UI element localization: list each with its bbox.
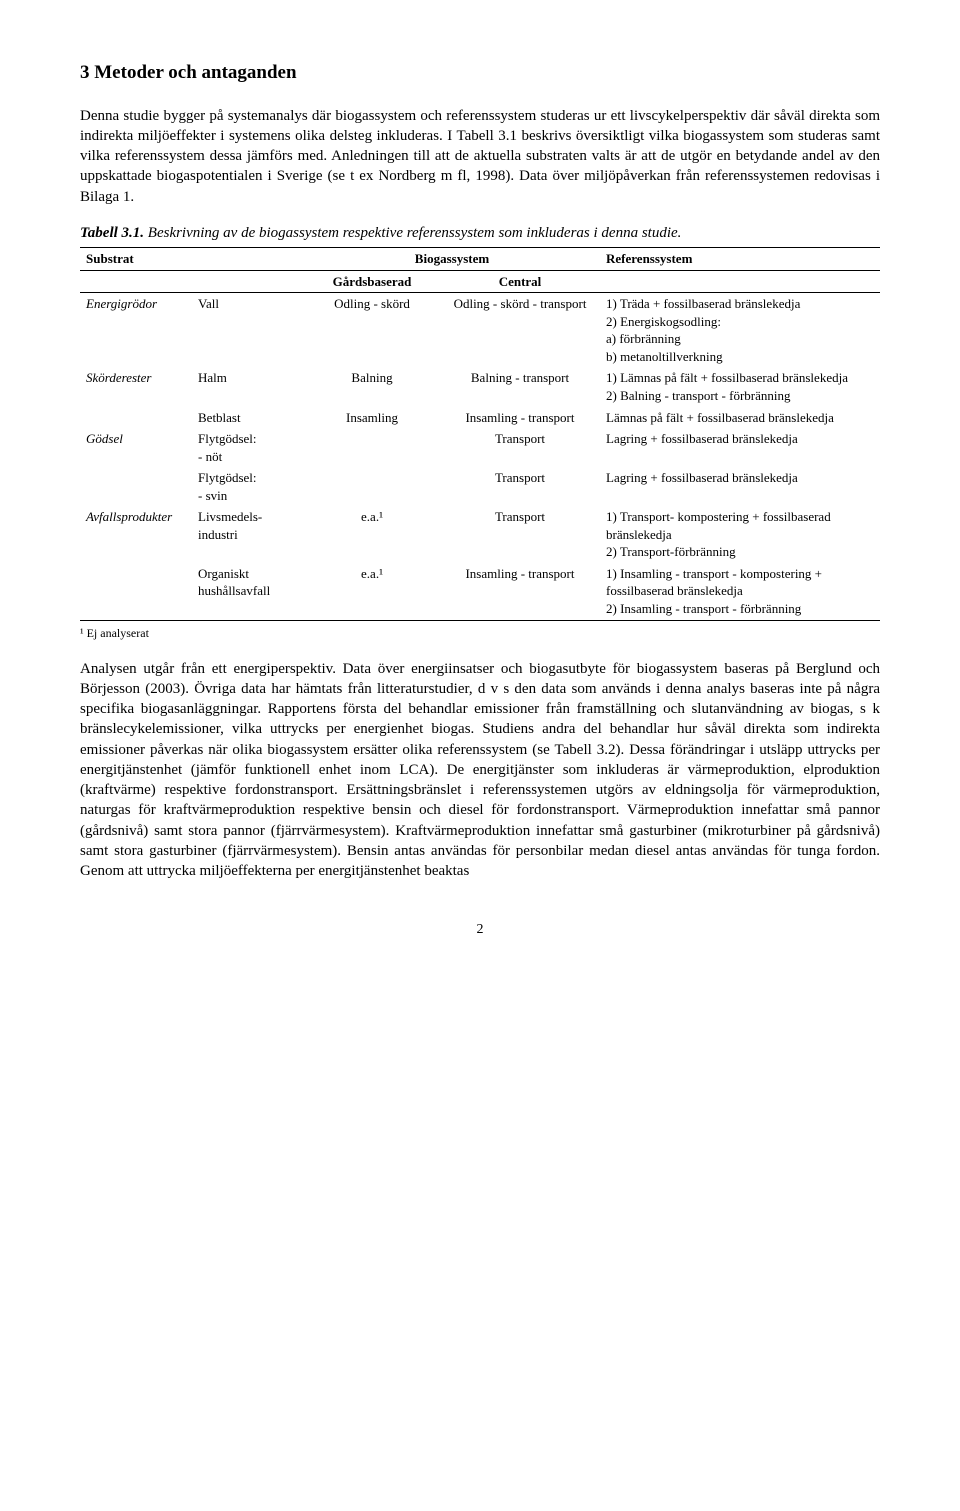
paragraph-analysis: Analysen utgår från ett energiperspektiv…	[80, 659, 880, 882]
cell-central: Insamling - transport	[440, 563, 600, 620]
cell-group	[80, 467, 192, 506]
table-caption-label: Tabell 3.1.	[80, 225, 144, 241]
cell-group	[80, 563, 192, 620]
th-central: Central	[440, 270, 600, 293]
cell-sub: Flytgödsel: - svin	[192, 467, 304, 506]
cell-group	[80, 407, 192, 429]
th-biogassystem: Biogassystem	[304, 248, 600, 271]
table-row: Energigrödor Vall Odling - skörd Odling …	[80, 293, 880, 368]
th-blank1	[80, 270, 192, 293]
table-row: Flytgödsel: - svin Transport Lagring + f…	[80, 467, 880, 506]
section-heading: 3 Metoder och antaganden	[80, 60, 880, 86]
table-caption-text: Beskrivning av de biogassystem respektiv…	[144, 225, 681, 241]
cell-gard: Insamling	[304, 407, 440, 429]
cell-group: Energigrödor	[80, 293, 192, 368]
th-substrat: Substrat	[80, 248, 304, 271]
cell-gard: Odling - skörd	[304, 293, 440, 368]
cell-ref: 1) Träda + fossilbaserad bränslekedja 2)…	[600, 293, 880, 368]
cell-sub: Betblast	[192, 407, 304, 429]
cell-group: Gödsel	[80, 428, 192, 467]
th-blank3	[600, 270, 880, 293]
cell-gard	[304, 467, 440, 506]
cell-sub: Organiskt hushållsavfall	[192, 563, 304, 620]
cell-ref: 1) Insamling - transport - kompostering …	[600, 563, 880, 620]
th-referenssystem: Referenssystem	[600, 248, 880, 271]
cell-central: Odling - skörd - transport	[440, 293, 600, 368]
paragraph-intro: Denna studie bygger på systemanalys där …	[80, 106, 880, 207]
cell-central: Balning - transport	[440, 367, 600, 406]
cell-ref: Lagring + fossilbaserad bränslekedja	[600, 428, 880, 467]
page-number: 2	[80, 921, 880, 940]
table-row: Avfallsprodukter Livsmedels- industri e.…	[80, 506, 880, 563]
cell-central: Insamling - transport	[440, 407, 600, 429]
table-caption: Tabell 3.1. Beskrivning av de biogassyst…	[80, 223, 880, 243]
cell-gard	[304, 428, 440, 467]
table-row: Organiskt hushållsavfall e.a.¹ Insamling…	[80, 563, 880, 620]
table-row: Betblast Insamling Insamling - transport…	[80, 407, 880, 429]
cell-gard: Balning	[304, 367, 440, 406]
cell-gard: e.a.¹	[304, 506, 440, 563]
cell-ref: 1) Transport- kompostering + fossilbaser…	[600, 506, 880, 563]
table-row: Gödsel Flytgödsel: - nöt Transport Lagri…	[80, 428, 880, 467]
cell-sub: Vall	[192, 293, 304, 368]
table-footnote: ¹ Ej analyserat	[80, 625, 880, 641]
th-gardsbaserad: Gårdsbaserad	[304, 270, 440, 293]
cell-central: Transport	[440, 506, 600, 563]
cell-group: Skörderester	[80, 367, 192, 406]
cell-central: Transport	[440, 467, 600, 506]
cell-central: Transport	[440, 428, 600, 467]
cell-sub: Livsmedels- industri	[192, 506, 304, 563]
cell-ref: 1) Lämnas på fält + fossilbaserad bränsl…	[600, 367, 880, 406]
cell-sub: Halm	[192, 367, 304, 406]
table-3-1: Substrat Biogassystem Referenssystem Går…	[80, 247, 880, 620]
cell-ref: Lämnas på fält + fossilbaserad bränsleke…	[600, 407, 880, 429]
cell-ref: Lagring + fossilbaserad bränslekedja	[600, 467, 880, 506]
cell-gard: e.a.¹	[304, 563, 440, 620]
table-row: Skörderester Halm Balning Balning - tran…	[80, 367, 880, 406]
cell-sub: Flytgödsel: - nöt	[192, 428, 304, 467]
cell-group: Avfallsprodukter	[80, 506, 192, 563]
th-blank2	[192, 270, 304, 293]
